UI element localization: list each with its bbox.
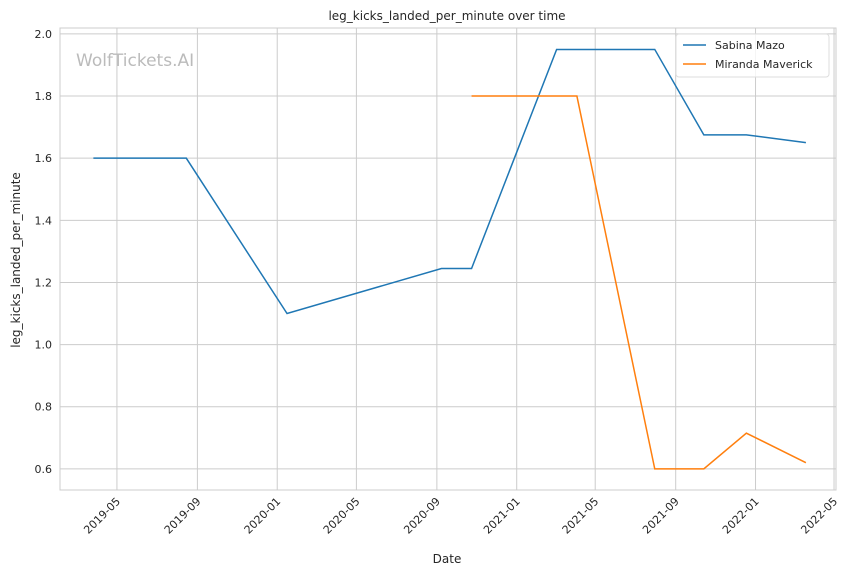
y-tick-label: 1.2 xyxy=(35,276,53,289)
x-tick-label: 2020-05 xyxy=(321,495,363,537)
y-tick-label: 1.6 xyxy=(35,152,53,165)
y-tick-label: 0.8 xyxy=(35,401,53,414)
y-tick-label: 0.6 xyxy=(35,463,53,476)
x-tick-label: 2020-01 xyxy=(242,495,284,537)
series-line-0 xyxy=(93,48,806,315)
x-tick-label: 2021-05 xyxy=(560,495,602,537)
y-tick-label: 1.0 xyxy=(35,339,53,352)
x-tick-label: 2021-09 xyxy=(640,495,682,537)
legend-label-sabina: Sabina Mazo xyxy=(715,39,785,52)
x-tick-label: 2020-09 xyxy=(401,495,443,537)
x-tick-label: 2019-09 xyxy=(162,495,204,537)
x-axis-label: Date xyxy=(433,552,462,566)
legend: Sabina Mazo Miranda Maverick xyxy=(675,33,830,78)
y-tick-label: 2.0 xyxy=(35,28,53,41)
y-axis-label: leg_kicks_landed_per_minute xyxy=(9,172,23,348)
series-line-1 xyxy=(471,95,807,470)
watermark: WolfTickets.AI xyxy=(76,51,194,71)
x-tick-label: 2022-01 xyxy=(720,495,762,537)
legend-label-miranda: Miranda Maverick xyxy=(715,58,813,71)
x-tick-label: 2022-05 xyxy=(798,495,840,537)
chart-title: leg_kicks_landed_per_minute over time xyxy=(328,9,565,23)
y-tick-label: 1.8 xyxy=(35,90,53,103)
plot-frame xyxy=(59,27,837,491)
x-tick-label: 2019-05 xyxy=(81,495,123,537)
x-tick-label: 2021-01 xyxy=(481,495,523,537)
y-tick-label: 1.4 xyxy=(35,214,53,227)
